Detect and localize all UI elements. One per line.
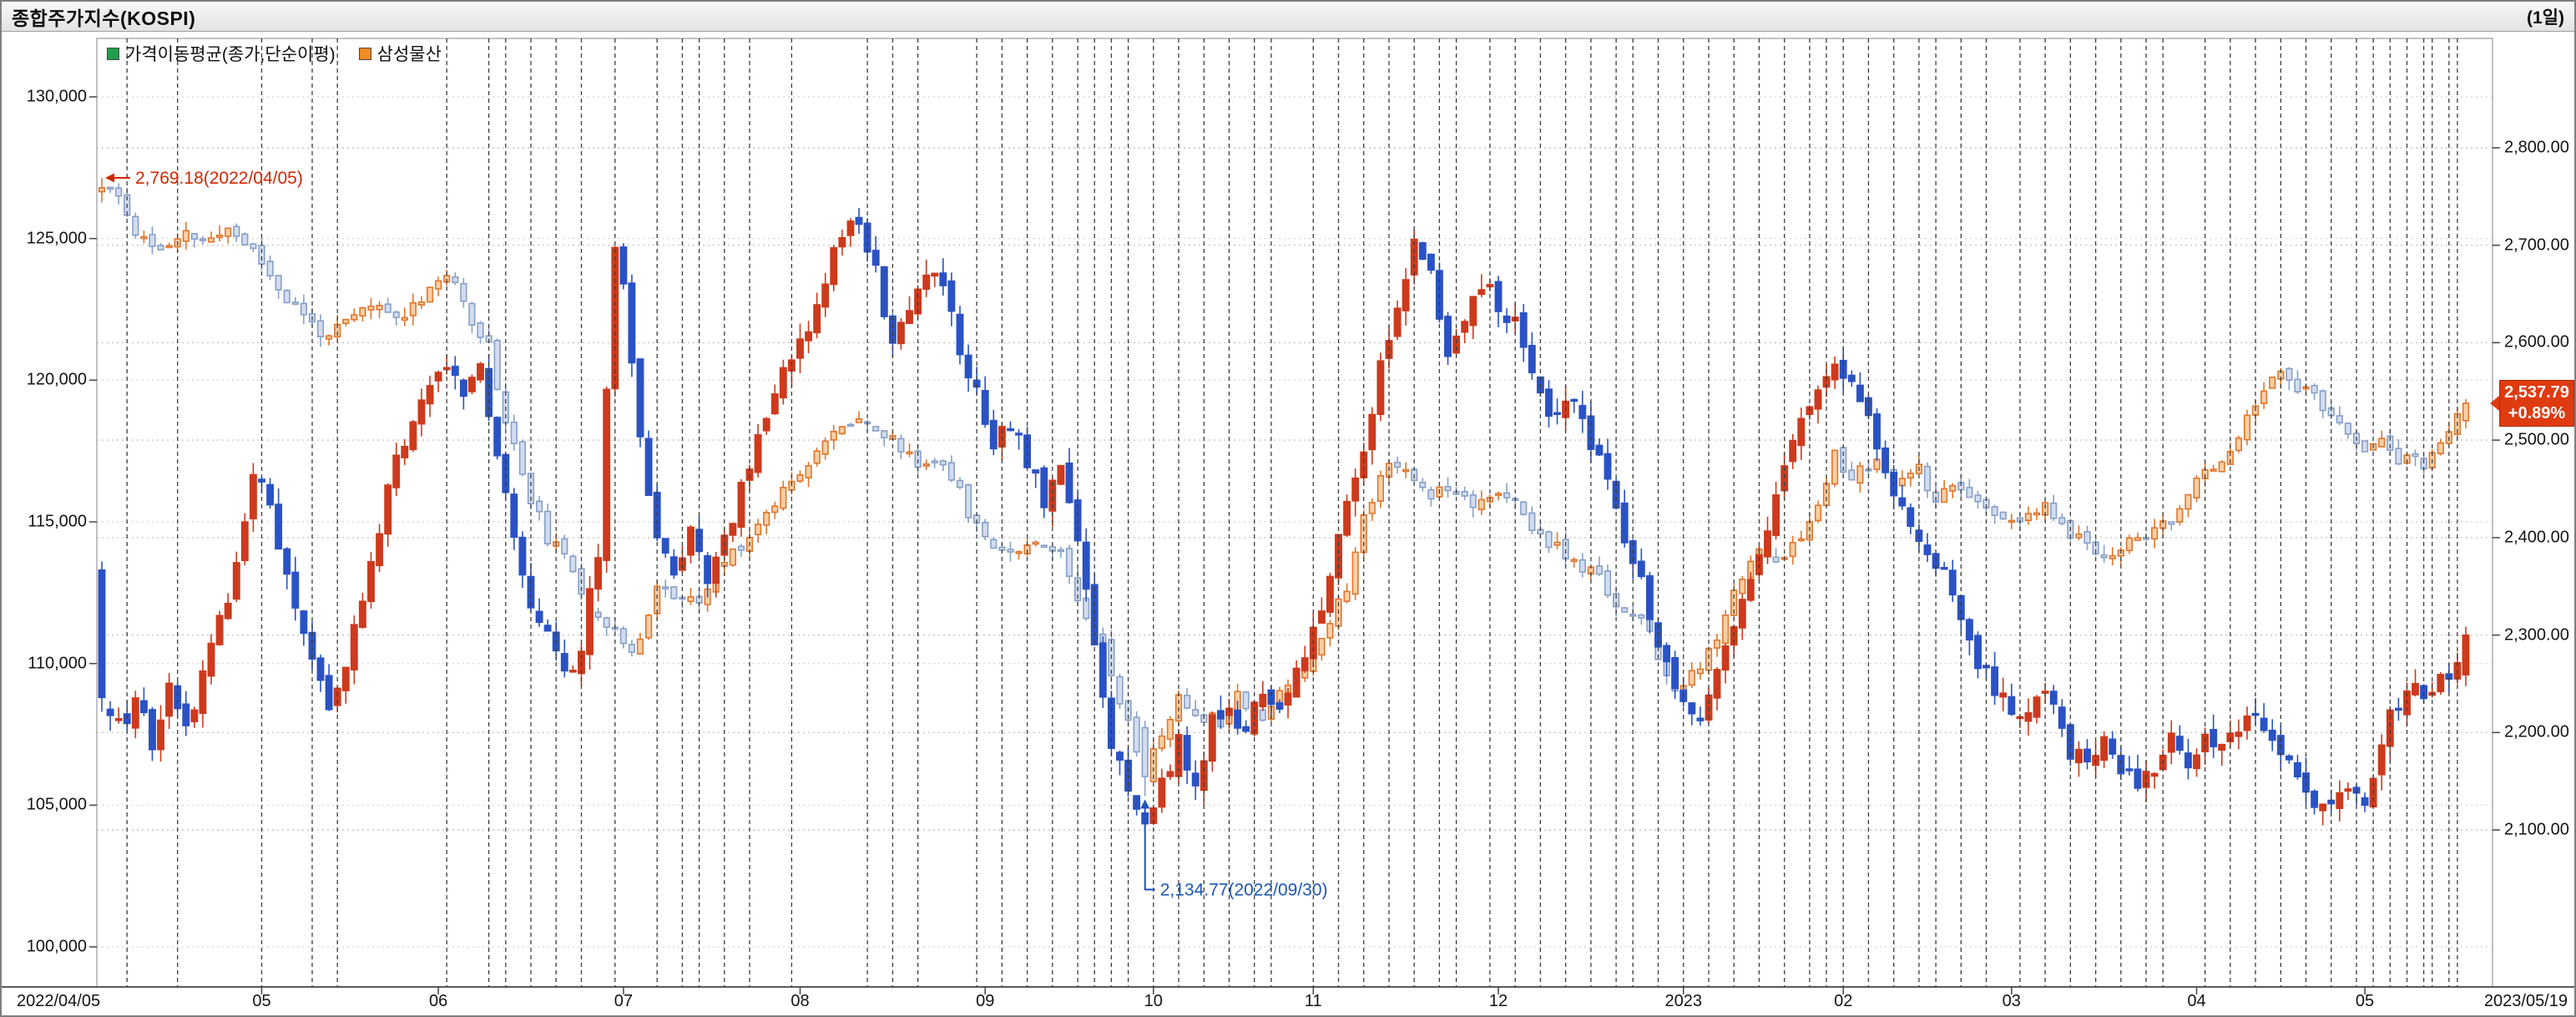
period-indicator: (1일) bbox=[2527, 8, 2564, 28]
x-axis-month-label: 02 bbox=[1834, 992, 1853, 1010]
y-axis-right-label: 2,800.00 bbox=[2504, 138, 2569, 157]
x-axis-month-label: 12 bbox=[1488, 992, 1508, 1010]
x-axis-month-label: 10 bbox=[1144, 992, 1163, 1010]
chart-legend: 가격이동평균(종가,단순이평) 삼성물산 bbox=[107, 41, 442, 66]
chart-title: 종합주가지수(KOSPI) bbox=[12, 7, 196, 29]
x-axis-month-label: 06 bbox=[429, 992, 448, 1010]
y-axis-right-label: 2,500.00 bbox=[2504, 430, 2569, 449]
last-price-badge: 2,537.79 +0.89% bbox=[2490, 380, 2574, 428]
legend-label: 가격이동평균(종가,단순이평) bbox=[125, 45, 336, 64]
y-axis-right-label: 2,300.00 bbox=[2504, 625, 2569, 645]
y-axis-left-label: 120,000 bbox=[26, 370, 87, 389]
x-axis-month-label: 05 bbox=[2355, 992, 2375, 1010]
x-axis-month-label: 05 bbox=[252, 992, 271, 1010]
y-axis-right-label: 2,100.00 bbox=[2504, 820, 2569, 839]
legend-color-icon bbox=[107, 47, 119, 60]
x-axis-month-label: 07 bbox=[614, 992, 633, 1010]
y-axis-right-label: 2,700.00 bbox=[2504, 235, 2569, 255]
x-axis-month-label: 03 bbox=[2002, 992, 2021, 1010]
x-axis-month-label: 04 bbox=[2187, 992, 2206, 1010]
y-axis-left-label: 110,000 bbox=[28, 654, 87, 673]
legend-item[interactable]: 가격이동평균(종가,단순이평) bbox=[107, 41, 336, 66]
legend-color-icon bbox=[358, 47, 371, 60]
y-axis-left-label: 115,000 bbox=[28, 512, 87, 531]
low-annotation: 2,134.77(2022/09/30) bbox=[1160, 880, 1328, 899]
badge-change: +0.89% bbox=[2508, 404, 2566, 423]
legend-item[interactable]: 삼성물산 bbox=[358, 41, 442, 66]
y-axis-right-label: 2,600.00 bbox=[2504, 332, 2569, 352]
legend-label: 삼성물산 bbox=[376, 45, 442, 64]
x-axis-end-label: 2023/05/19 bbox=[2483, 992, 2568, 1010]
x-axis-month-label: 08 bbox=[790, 992, 810, 1010]
y-axis-right-label: 2,400.00 bbox=[2504, 528, 2569, 547]
y-axis-left-label: 100,000 bbox=[26, 937, 87, 956]
x-axis-start-label: 2022/04/05 bbox=[17, 992, 101, 1010]
y-axis-right-label: 2,200.00 bbox=[2504, 722, 2569, 741]
y-axis-left-label: 125,000 bbox=[26, 229, 87, 248]
badge-pointer-icon bbox=[2490, 396, 2499, 412]
y-axis-left-label: 130,000 bbox=[26, 87, 87, 106]
high-annotation: 2,769.18(2022/04/05) bbox=[135, 169, 303, 188]
badge-price: 2,537.79 bbox=[2504, 383, 2569, 402]
title-bar: 종합주가지수(KOSPI) (1일) bbox=[2, 2, 2574, 32]
chart-plot-area[interactable] bbox=[97, 38, 2493, 987]
x-axis-month-label: 09 bbox=[976, 992, 995, 1010]
y-axis-left-label: 105,000 bbox=[26, 795, 87, 814]
x-axis-month-label: 11 bbox=[1304, 992, 1322, 1010]
x-axis-month-label: 2023 bbox=[1664, 992, 1702, 1010]
